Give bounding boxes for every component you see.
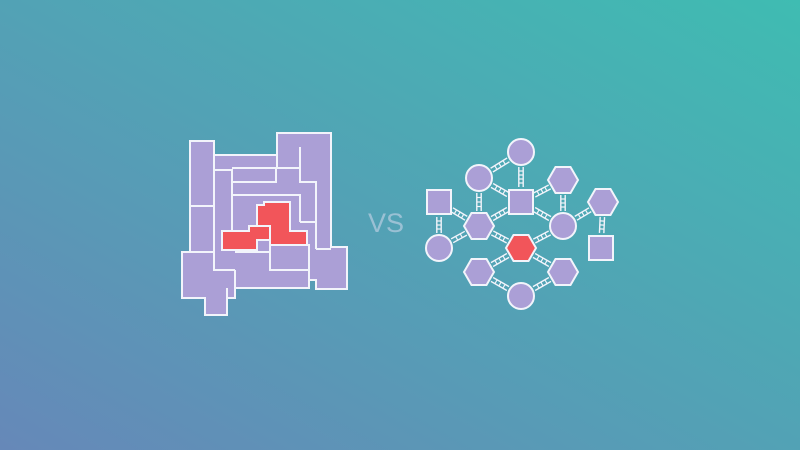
network-node-circle <box>507 138 535 166</box>
network-node-square <box>426 189 452 215</box>
network-nodes <box>425 138 620 310</box>
network-node-hexagon <box>546 258 580 286</box>
network-connector <box>532 184 552 198</box>
network-node-highlighted-hexagon <box>504 234 538 262</box>
network-node-circle <box>425 234 453 262</box>
network-node-hexagon <box>462 212 496 240</box>
network-node-circle <box>465 164 493 192</box>
network-node-hexagon <box>586 188 620 216</box>
network-node-circle <box>549 212 577 240</box>
network-connector <box>450 207 468 221</box>
monolith-wall <box>269 245 309 271</box>
network-connector <box>436 217 442 233</box>
network-node-hexagon <box>546 166 580 194</box>
monolith-wall <box>276 155 317 249</box>
monolith-wall <box>182 251 235 271</box>
network-connector <box>490 230 510 244</box>
network-node-square <box>508 189 534 215</box>
network-connector <box>532 230 552 244</box>
network-connector <box>574 207 592 221</box>
network-connector <box>490 206 510 222</box>
vs-label: VS <box>367 208 405 238</box>
network-node-hexagon <box>462 258 496 286</box>
network-connector <box>490 182 510 198</box>
network-connector <box>598 216 606 234</box>
monolith-wall <box>232 194 301 222</box>
network-node-circle <box>507 282 535 310</box>
network-connector <box>450 230 468 244</box>
microservices-network <box>425 138 620 310</box>
network-connector <box>490 276 510 292</box>
network-node-square <box>588 235 614 261</box>
network-connector <box>476 193 482 211</box>
monolith-highlighted-tile <box>257 225 271 240</box>
network-connector <box>560 195 566 211</box>
network-connector <box>532 206 552 222</box>
network-connector <box>518 167 524 187</box>
monolith-block <box>181 132 348 316</box>
network-connector <box>532 252 552 268</box>
network-connectors <box>436 157 606 292</box>
monolith-wall <box>214 169 233 236</box>
network-connector <box>532 276 552 292</box>
network-connector <box>490 157 510 173</box>
network-connector <box>490 252 510 268</box>
monolith-wall <box>232 167 277 183</box>
